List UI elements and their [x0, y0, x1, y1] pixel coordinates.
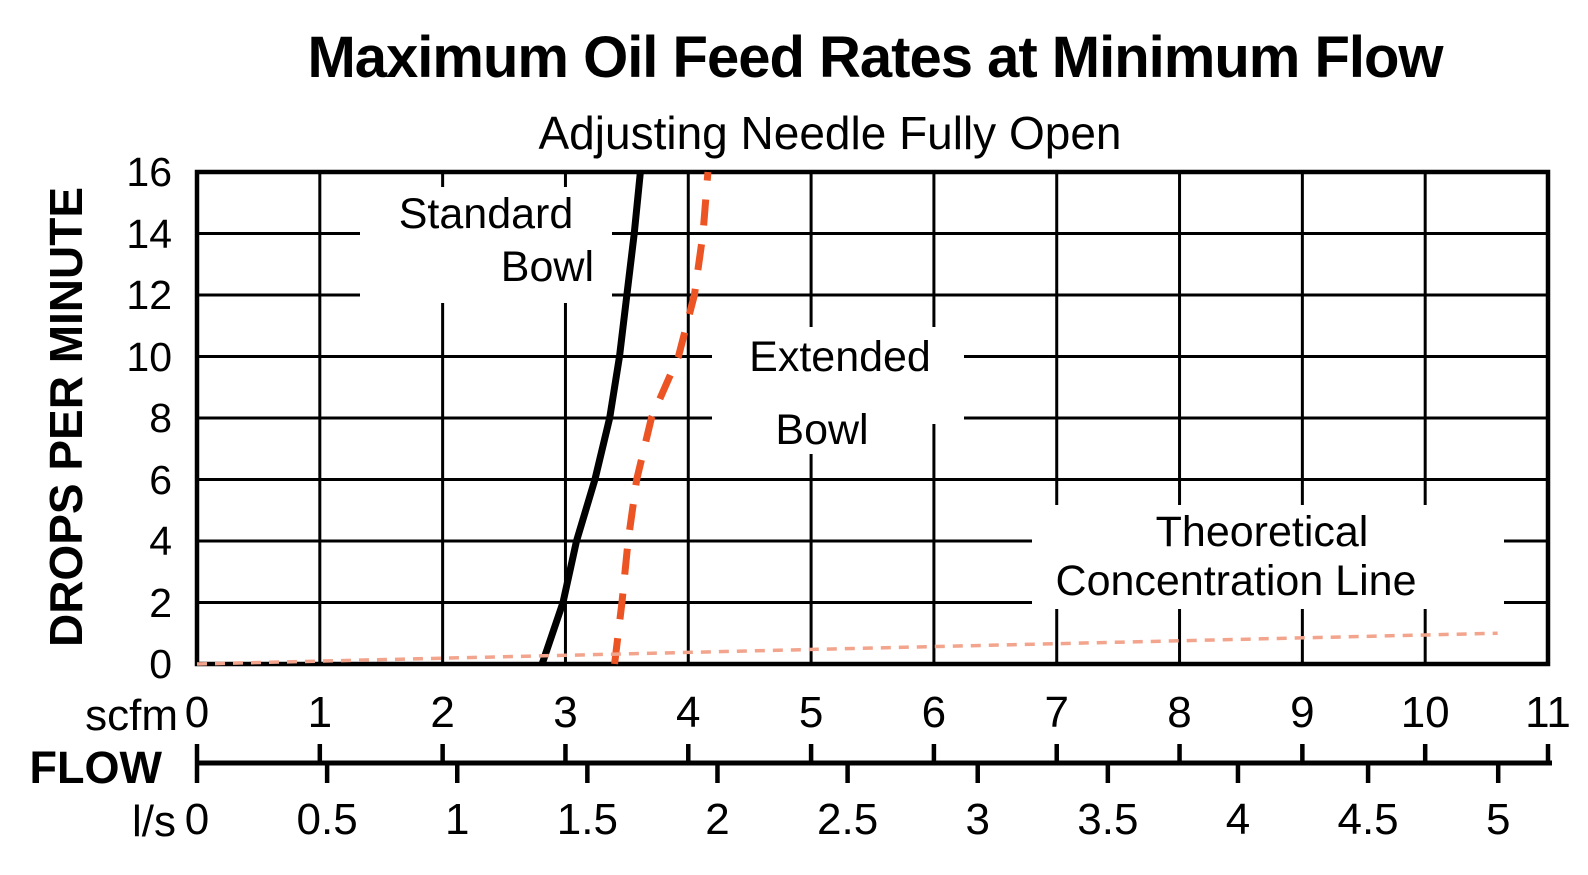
chart-subtitle: Adjusting Needle Fully Open — [538, 107, 1122, 159]
scfm-tick-label-10: 10 — [1400, 688, 1450, 737]
ls-tick-label-2: 2 — [705, 795, 730, 844]
ls-tick-label-0: 0 — [184, 795, 210, 844]
scfm-tick-label-6: 6 — [921, 688, 947, 737]
chart-title: Maximum Oil Feed Rates at Minimum Flow — [307, 25, 1443, 90]
y-tick-label-2: 2 — [149, 579, 172, 626]
ls-tick-label-2-5: 2.5 — [817, 795, 879, 844]
ls-tick-label-1: 1 — [444, 795, 470, 844]
y-tick-label-12: 12 — [126, 272, 172, 318]
y-tick-label-0: 0 — [149, 641, 172, 687]
flow-axis-label: FLOW — [29, 742, 162, 793]
standard-bowl-label-line2: Bowl — [500, 243, 594, 291]
scfm-tick-label-9: 9 — [1290, 688, 1315, 737]
series-extended-bowl-line — [611, 171, 712, 665]
ls-tick-label-3: 3 — [965, 795, 990, 844]
standard-bowl-label-box — [360, 187, 612, 303]
scfm-tick-label-1: 1 — [307, 688, 333, 737]
y-tick-label-14: 14 — [126, 210, 172, 257]
series-theoretical-concentration-line-line — [196, 631, 1498, 666]
y-tick-label-4: 4 — [149, 518, 172, 564]
series-standard-bowl-line — [538, 171, 644, 666]
scfm-tick-label-3: 3 — [553, 688, 578, 737]
extended-bowl-label-line1: Extended — [749, 333, 931, 381]
standard-bowl-label-line1: Standard — [398, 190, 574, 238]
ls-unit-label: l/s — [132, 797, 176, 846]
plot-border — [194, 169, 1551, 667]
extended-bowl-label-line2: Bowl — [775, 406, 869, 454]
extended-bowl-label-box-bottom — [745, 398, 891, 454]
scfm-tick-label-0: 0 — [184, 688, 210, 737]
theoretical-line-label-line2: Concentration Line — [1055, 557, 1417, 605]
scfm-tick-label-11: 11 — [1525, 688, 1571, 737]
y-tick-label-16: 16 — [126, 149, 172, 195]
scfm-tick-label-7: 7 — [1044, 688, 1069, 737]
y-tick-label-8: 8 — [149, 395, 172, 441]
ls-tick-label-4: 4 — [1225, 795, 1251, 844]
y-tick-label-10: 10 — [126, 333, 172, 380]
ls-tick-label-1-5: 1.5 — [556, 795, 618, 844]
scfm-tick-label-5: 5 — [798, 688, 824, 737]
scfm-tick-label-2: 2 — [430, 688, 455, 737]
y-tick-label-6: 6 — [149, 456, 172, 503]
scfm-unit-label: scfm — [85, 691, 178, 740]
scfm-tick-label-4: 4 — [676, 688, 701, 737]
ls-tick-label-0-5: 0.5 — [296, 795, 358, 844]
scfm-tick-label-8: 8 — [1167, 688, 1192, 737]
ls-tick-label-5: 5 — [1485, 795, 1511, 844]
theoretical-line-label-box — [1032, 505, 1504, 609]
theoretical-line-label-line1: Theoretical — [1155, 508, 1369, 556]
ls-tick-label-4-5: 4.5 — [1337, 795, 1399, 844]
ls-tick-label-3-5: 3.5 — [1077, 795, 1139, 844]
